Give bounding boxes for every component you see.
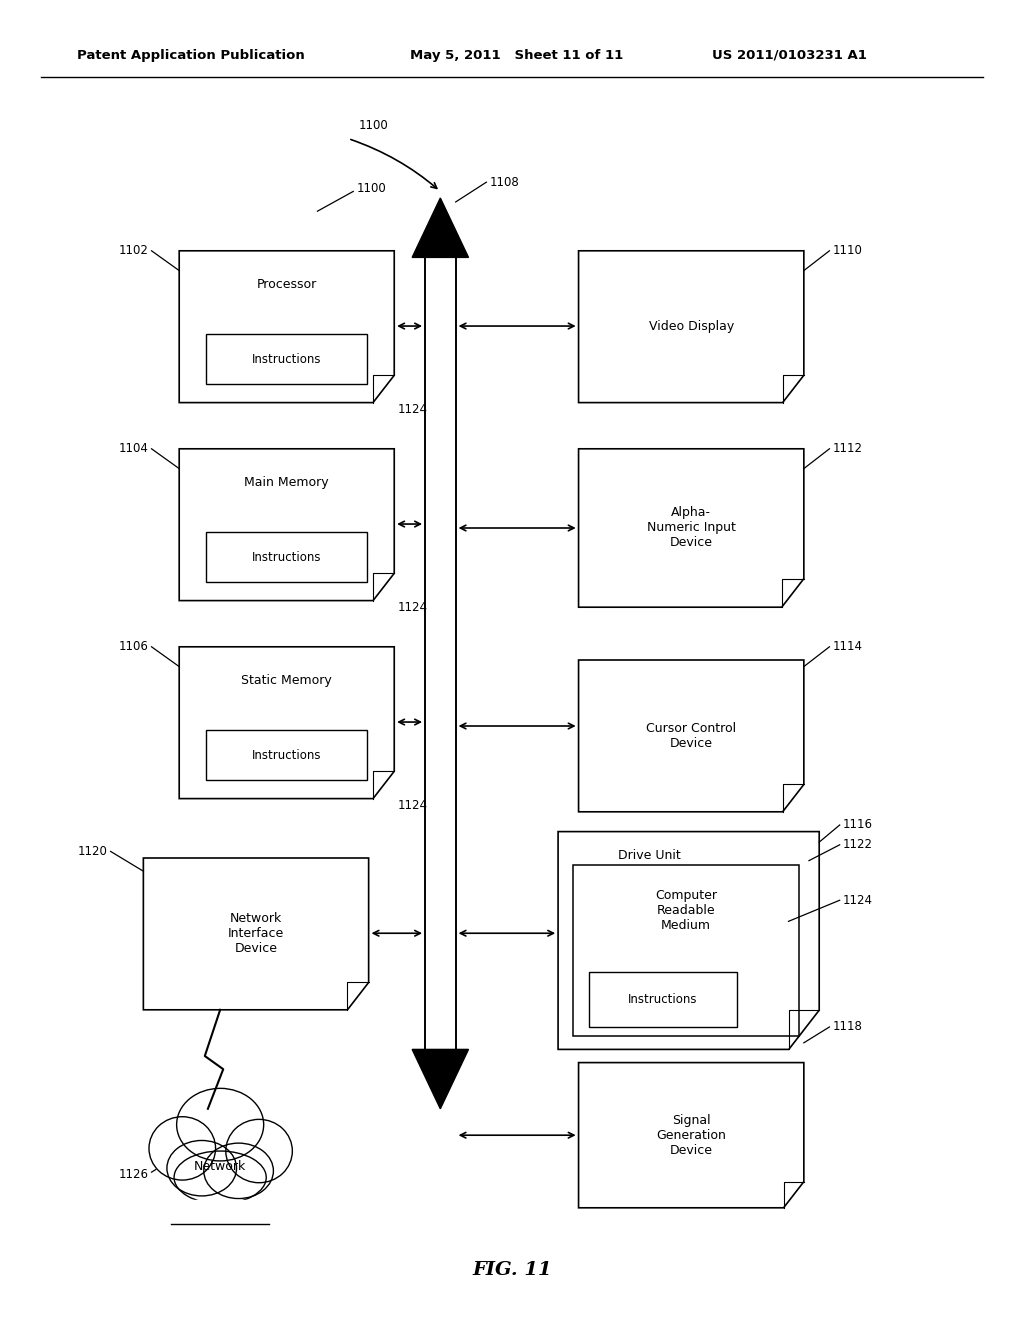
Polygon shape: [412, 198, 469, 257]
Text: 1106: 1106: [119, 640, 148, 653]
FancyBboxPatch shape: [206, 730, 368, 780]
Text: Processor: Processor: [257, 277, 316, 290]
Polygon shape: [558, 832, 819, 1049]
Text: Alpha-
Numeric Input
Device: Alpha- Numeric Input Device: [647, 507, 735, 549]
Ellipse shape: [204, 1143, 273, 1199]
Text: 1112: 1112: [833, 442, 862, 455]
Polygon shape: [179, 251, 394, 403]
Ellipse shape: [167, 1140, 237, 1196]
Text: Patent Application Publication: Patent Application Publication: [77, 49, 304, 62]
Polygon shape: [579, 251, 804, 403]
Text: Static Memory: Static Memory: [242, 673, 332, 686]
Ellipse shape: [225, 1119, 293, 1183]
Text: Instructions: Instructions: [252, 748, 322, 762]
Text: 1114: 1114: [833, 640, 862, 653]
Text: 1118: 1118: [833, 1020, 862, 1034]
Text: Network: Network: [194, 1160, 247, 1173]
FancyBboxPatch shape: [589, 972, 737, 1027]
Ellipse shape: [176, 1088, 264, 1162]
Text: Network
Interface
Device: Network Interface Device: [228, 912, 284, 956]
FancyBboxPatch shape: [206, 334, 368, 384]
Text: Instructions: Instructions: [252, 550, 322, 564]
FancyBboxPatch shape: [573, 865, 799, 1036]
Text: 1100: 1100: [358, 119, 388, 132]
Text: Computer
Readable
Medium: Computer Readable Medium: [655, 890, 717, 932]
Text: May 5, 2011   Sheet 11 of 11: May 5, 2011 Sheet 11 of 11: [410, 49, 623, 62]
Text: 1124: 1124: [397, 601, 427, 614]
Text: Instructions: Instructions: [252, 352, 322, 366]
Polygon shape: [143, 858, 369, 1010]
FancyBboxPatch shape: [206, 532, 368, 582]
Text: 1102: 1102: [119, 244, 148, 257]
Polygon shape: [412, 1049, 469, 1109]
Text: Main Memory: Main Memory: [245, 475, 329, 488]
Text: 1100: 1100: [356, 182, 386, 195]
Polygon shape: [579, 1063, 804, 1208]
FancyBboxPatch shape: [425, 248, 456, 1059]
Text: 1126: 1126: [119, 1168, 148, 1181]
Text: 1124: 1124: [843, 894, 872, 907]
Polygon shape: [579, 660, 804, 812]
Text: 1124: 1124: [397, 403, 427, 416]
Text: 1124: 1124: [397, 799, 427, 812]
Ellipse shape: [150, 1117, 216, 1180]
Text: 1110: 1110: [833, 244, 862, 257]
Text: 1122: 1122: [843, 838, 872, 851]
Polygon shape: [179, 647, 394, 799]
Text: Cursor Control
Device: Cursor Control Device: [646, 722, 736, 750]
Text: Instructions: Instructions: [629, 993, 697, 1006]
Text: FIG. 11: FIG. 11: [472, 1261, 552, 1279]
Text: Drive Unit: Drive Unit: [618, 849, 681, 862]
Text: 1120: 1120: [78, 845, 108, 858]
Ellipse shape: [174, 1151, 266, 1204]
Polygon shape: [179, 449, 394, 601]
Polygon shape: [579, 449, 804, 607]
Text: 1116: 1116: [843, 818, 872, 832]
Text: 1104: 1104: [119, 442, 148, 455]
Text: US 2011/0103231 A1: US 2011/0103231 A1: [712, 49, 866, 62]
Text: 1108: 1108: [489, 176, 519, 189]
Text: Signal
Generation
Device: Signal Generation Device: [656, 1114, 726, 1156]
Text: Video Display: Video Display: [648, 321, 734, 333]
